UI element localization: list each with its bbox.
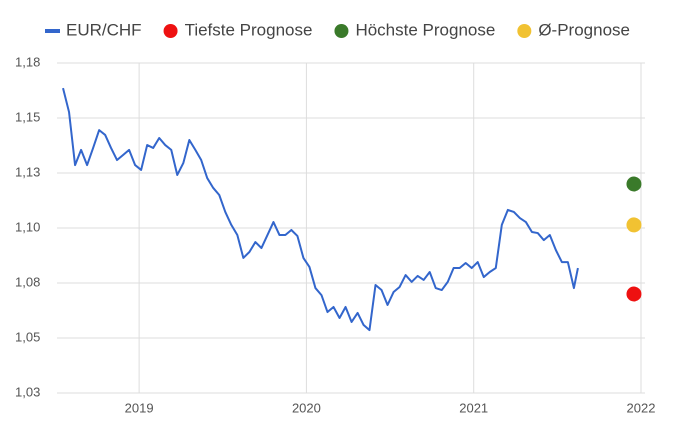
y-tick-label: 1,18: [15, 54, 40, 69]
legend-swatch: [163, 24, 178, 38]
x-tick-label: 2021: [459, 400, 488, 415]
legend-swatch: [334, 24, 349, 38]
point: [626, 176, 642, 192]
x-tick-label: 2022: [627, 400, 656, 415]
y-tick-label: 1,15: [15, 109, 40, 124]
line: [62, 87, 579, 332]
y-tick-label: 1,10: [15, 219, 40, 234]
y-tick-label: 1,05: [15, 329, 40, 344]
y-tick-label: 1,08: [15, 274, 40, 289]
x-tick-label: 2019: [125, 400, 154, 415]
point: [626, 286, 642, 302]
y-tick-label: 1,03: [15, 384, 40, 399]
legend-label: Höchste Prognose: [355, 20, 495, 39]
legend-label: Tiefste Prognose: [185, 20, 313, 39]
legend-swatch: [517, 24, 532, 38]
y-tick-label: 1,13: [15, 164, 40, 179]
point: [626, 217, 642, 233]
legend-label: Ø-Prognose: [538, 20, 630, 39]
legend-label: EUR/CHF: [66, 20, 142, 39]
legend-swatch: [45, 29, 60, 33]
x-tick-label: 2020: [292, 400, 321, 415]
